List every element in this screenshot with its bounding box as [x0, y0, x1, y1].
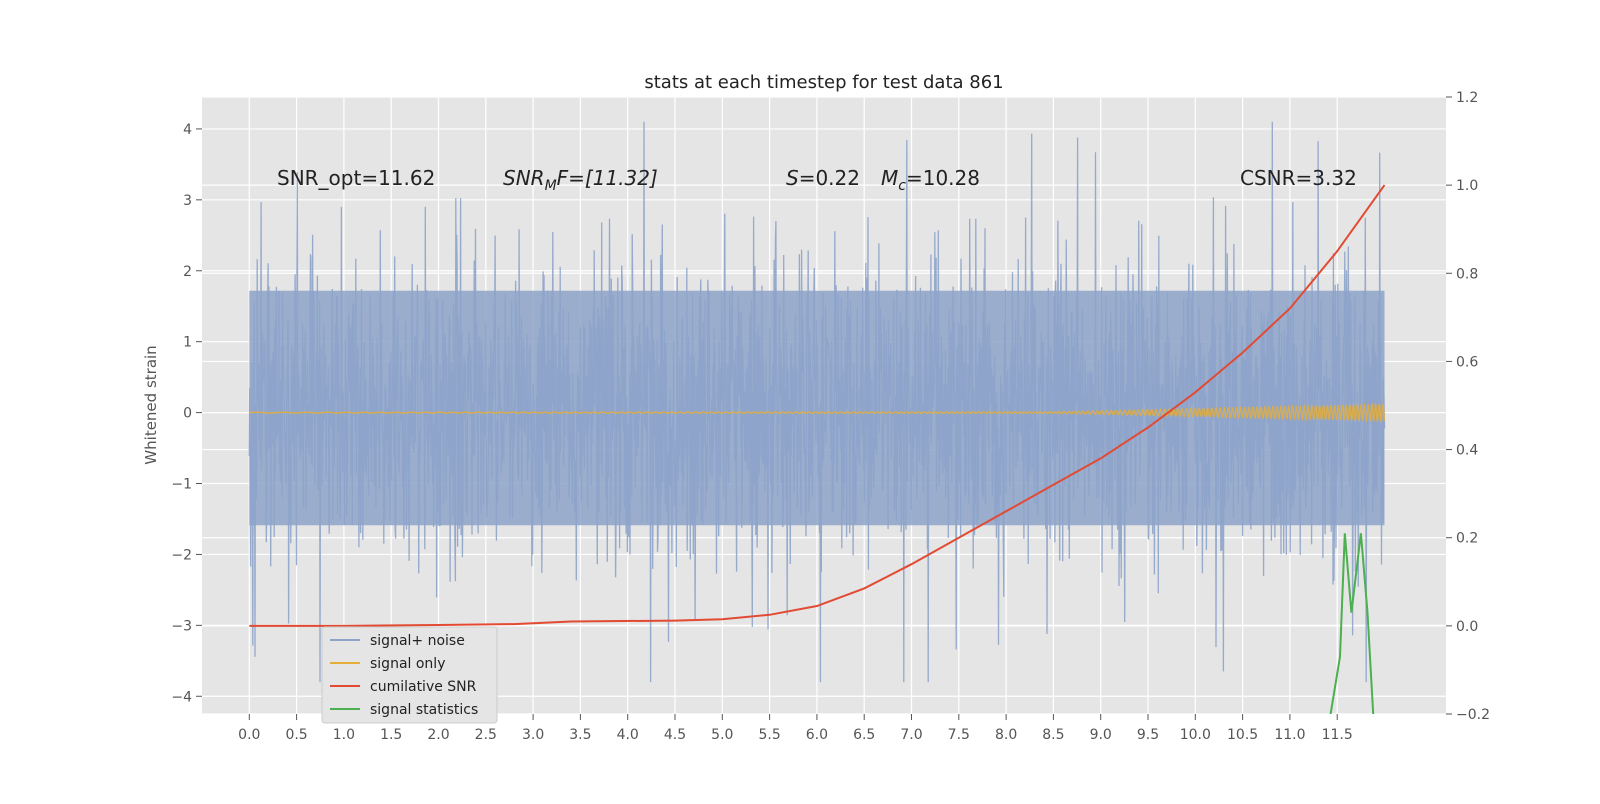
x-tick-label: 4.5: [664, 727, 686, 743]
x-tick-label: 7.5: [948, 727, 970, 743]
annotation-s-label: S: [786, 166, 799, 190]
chart-title: stats at each timestep for test data 861: [644, 72, 1003, 93]
x-tick-label: 0.5: [285, 727, 307, 743]
y2-axis-ticks: 1.2 1.0 0.8 0.6 0.4 0.2 0.0 −0.2: [1446, 90, 1490, 723]
y2-tick-label: 0.4: [1456, 443, 1478, 459]
y2-tick-label: 1.0: [1456, 178, 1478, 194]
annotation-snr-mf-f: F=[11.32]: [557, 166, 658, 190]
y-tick-label: 1: [183, 335, 192, 351]
x-tick-label: 6.5: [853, 727, 875, 743]
y2-tick-label: 0.8: [1456, 266, 1478, 282]
x-tick-label: 5.0: [711, 727, 733, 743]
y-tick-label: 4: [183, 122, 192, 138]
y-tick-label: −2: [171, 547, 192, 563]
annotation-snr-mf-sub: M: [545, 178, 557, 194]
y-tick-label: 3: [183, 193, 192, 209]
x-tick-label: 2.5: [475, 727, 497, 743]
series-signal-statistics: [1329, 533, 1375, 715]
annotation-snr-opt: SNR_opt=11.62: [277, 166, 435, 190]
x-tick-label: 10.5: [1227, 727, 1258, 743]
y-tick-label: 0: [183, 406, 192, 422]
x-tick-label: 5.5: [758, 727, 780, 743]
x-tick-label: 1.0: [333, 727, 355, 743]
legend: signal+ noise signal only cumilative SNR…: [321, 626, 498, 724]
y2-tick-label: −0.2: [1456, 707, 1490, 723]
y2-tick-label: 1.2: [1456, 90, 1478, 106]
legend-label-signal-statistics: signal statistics: [370, 702, 478, 718]
x-tick-label: 0.0: [238, 727, 260, 743]
annotation-mc-value: =10.28: [906, 166, 980, 190]
y-axis-label: Whitened strain: [142, 345, 160, 464]
x-axis-ticks: 0.0 0.5 1.0 1.5 2.0 2.5 3.0 3.5 4.0 4.5 5.0 5.5 6.0 6…: [238, 714, 1353, 743]
x-tick-label: 10.0: [1180, 727, 1211, 743]
legend-label-cumulative-snr: cumilative SNR: [370, 679, 477, 695]
x-tick-label: 9.5: [1137, 727, 1159, 743]
x-tick-label: 11.0: [1274, 727, 1305, 743]
y-axis-ticks: 4 3 2 1 0 −1 −2 −3 −4: [171, 122, 202, 705]
signal-statistics-line: [1329, 533, 1375, 715]
series-signal-noise-band: [249, 290, 1385, 526]
y-tick-label: −1: [171, 477, 192, 493]
x-tick-label: 3.0: [522, 727, 544, 743]
x-tick-label: 9.0: [1090, 727, 1112, 743]
x-tick-label: 3.5: [569, 727, 591, 743]
x-tick-label: 6.0: [806, 727, 828, 743]
annotation-csnr: CSNR=3.32: [1240, 166, 1357, 190]
legend-label-signal-only: signal only: [370, 656, 445, 672]
annotation-snr-mf-label: SNR: [503, 166, 545, 190]
x-tick-label: 1.5: [380, 727, 402, 743]
x-tick-label: 4.0: [617, 727, 639, 743]
x-tick-label: 7.0: [900, 727, 922, 743]
annotation-s: S=0.22: [786, 166, 860, 190]
signal-only-trace: [249, 402, 1386, 424]
y2-tick-label: 0.0: [1456, 619, 1478, 635]
signal-noise-trace: [248, 121, 1386, 683]
legend-label-signal-noise: signal+ noise: [370, 633, 465, 649]
y-tick-label: 2: [183, 264, 192, 280]
annotation-mc-sub: c: [898, 178, 906, 194]
annotation-s-value: =0.22: [799, 166, 860, 190]
x-tick-label: 8.5: [1042, 727, 1064, 743]
cumulative-snr-line: [249, 184, 1386, 627]
annotation-mc-label: M: [881, 166, 898, 190]
series-signal-only: [249, 402, 1386, 424]
series-cumulative-snr: [249, 184, 1386, 627]
y-tick-label: −3: [171, 618, 192, 634]
annotation-snr-mf: SNRMF=[11.32]: [503, 166, 658, 194]
y2-tick-label: 0.6: [1456, 354, 1478, 370]
y-tick-label: −4: [171, 689, 192, 705]
y2-tick-label: 0.2: [1456, 531, 1478, 547]
x-tick-label: 8.0: [995, 727, 1017, 743]
x-tick-label: 11.5: [1322, 727, 1353, 743]
annotation-mc: Mc=10.28: [881, 166, 980, 194]
legend-box: [321, 626, 498, 724]
x-tick-label: 2.0: [427, 727, 449, 743]
